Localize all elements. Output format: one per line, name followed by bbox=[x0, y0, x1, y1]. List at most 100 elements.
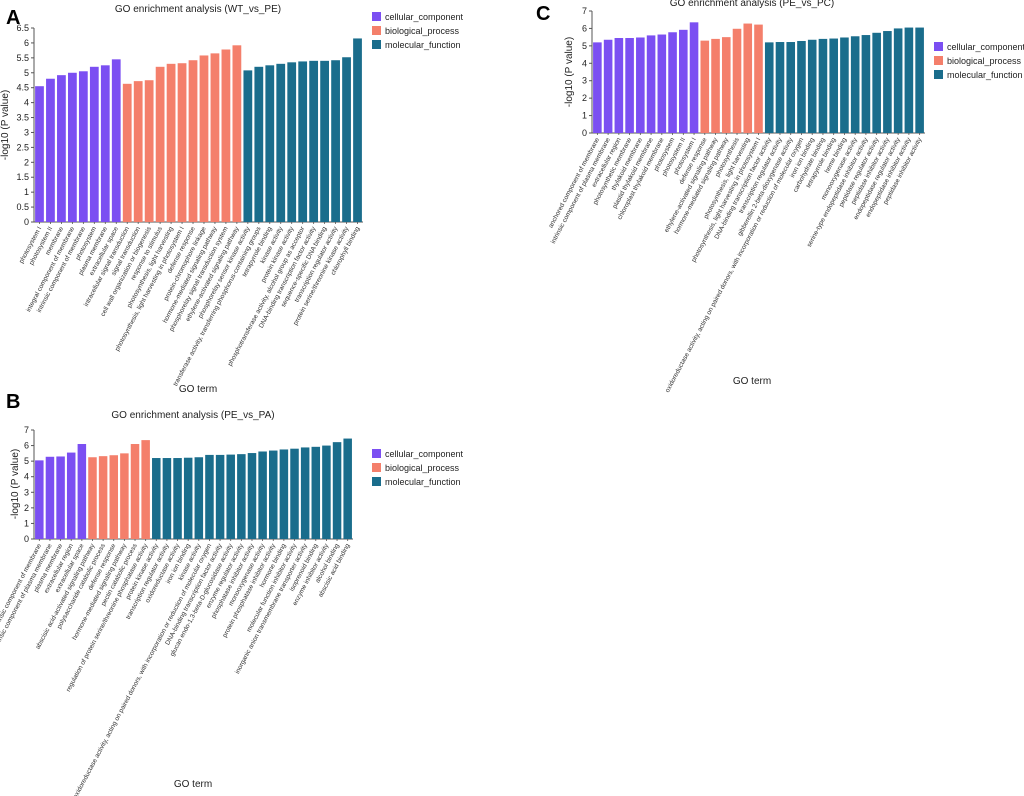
x-axis-label: GO term bbox=[174, 779, 212, 790]
y-tick-label: 5 bbox=[582, 41, 587, 51]
bar-defense-response bbox=[109, 455, 119, 539]
bar-transcription-regulator-activity bbox=[162, 458, 172, 539]
bar-extracellular-space bbox=[111, 59, 121, 223]
bar-signal-transduction bbox=[133, 81, 143, 222]
bar-defense-response bbox=[700, 40, 710, 133]
bar-transcription-regulator-activity bbox=[331, 60, 340, 223]
bar-plastid-thylakoid-membrane bbox=[646, 35, 656, 133]
bar-photosystem-i bbox=[689, 22, 699, 133]
legend-label-molecular-function: molecular_function bbox=[947, 70, 1023, 80]
chart-title: GO enrichment analysis (PE_vs_PA) bbox=[111, 410, 274, 421]
bar-photosynthesis-light-harvesting-in-photosystem-i bbox=[754, 24, 763, 134]
legend-swatch-cellular-component bbox=[372, 449, 381, 458]
bar-extracellular-region bbox=[66, 452, 76, 539]
y-tick-label: 6 bbox=[582, 23, 587, 33]
bar-heme-binding bbox=[840, 37, 849, 133]
bar-extracellular-region bbox=[614, 38, 624, 134]
y-tick-label: 7 bbox=[582, 6, 587, 16]
bar-serine-type-endopeptidase-inhibitor-activity bbox=[861, 35, 871, 133]
bar-sequence-specific-dna-binding bbox=[320, 60, 329, 222]
bar-photosynthesis-light-harvesting bbox=[166, 63, 176, 222]
legend-label-biological-process: biological_process bbox=[385, 463, 460, 473]
y-tick-label: 3.5 bbox=[16, 113, 29, 123]
y-tick-label: 4 bbox=[24, 98, 29, 108]
bar-photosynthesis bbox=[732, 28, 742, 134]
bar-membrane bbox=[57, 75, 66, 222]
legend-swatch-biological-process bbox=[934, 56, 943, 65]
y-tick-label: 4.5 bbox=[16, 83, 29, 93]
y-tick-label: 5.5 bbox=[16, 53, 29, 63]
bar-dna-binding-transcription-factor-activity bbox=[764, 42, 774, 134]
bar-protein-kinase-activity bbox=[152, 458, 161, 539]
bar-extracellular-space bbox=[77, 444, 87, 539]
bar-regulation-of-protein-serine-threonine-phosphatase-activity bbox=[141, 440, 150, 539]
bar-peptidase-regulator-activity bbox=[872, 32, 881, 133]
y-tick-label: 1.5 bbox=[16, 172, 29, 182]
bar-tetrapyrrole-binding bbox=[829, 38, 838, 133]
bar-hormone-mediated-signaling-pathway bbox=[120, 453, 129, 539]
bar-endopeptidase-regulator-activity bbox=[893, 28, 903, 133]
bar-phosphotransferase-activity-alcohol-group-as-acceptor bbox=[298, 61, 308, 223]
panel-letter: A bbox=[6, 7, 20, 29]
x-axis-label: GO term bbox=[733, 376, 771, 387]
bar-photosystem-i bbox=[35, 86, 44, 222]
bar-chloroplast-thylakoid-membrane bbox=[657, 34, 667, 133]
panel-c: C GO enrichment analysis (PE_vs_PC) 0 1 2 3 4 5… bbox=[536, 0, 1024, 394]
y-tick-label: 5 bbox=[24, 456, 29, 466]
bar-protein-chromophore-linkage bbox=[199, 55, 209, 223]
x-axis-label: GO term bbox=[179, 384, 217, 395]
y-tick-label: 1 bbox=[24, 518, 29, 528]
legend-label-biological-process: biological_process bbox=[385, 26, 460, 36]
legend-swatch-molecular-function bbox=[934, 70, 943, 79]
bar-abscisic-acid-activated-signaling-pathway bbox=[88, 457, 97, 539]
y-tick-label: 6 bbox=[24, 441, 29, 451]
bar-integral-component-of-membrane bbox=[68, 72, 77, 223]
bar-inorganic-anion-transmembrane-transporter-activity bbox=[300, 447, 310, 539]
bar-iron-ion-binding bbox=[807, 39, 817, 134]
bar-intrinsic-component-of-plasma-membrane bbox=[45, 456, 55, 539]
y-axis-label: -log10 (P value) bbox=[10, 449, 21, 519]
bar-oxidoreductase-activity bbox=[173, 458, 182, 539]
y-axis-label: -log10 (P value) bbox=[0, 90, 11, 160]
legend-swatch-biological-process bbox=[372, 463, 381, 472]
bar-kinase-activity bbox=[194, 457, 204, 539]
bar-alcohol-binding bbox=[332, 442, 342, 539]
bar-ethylene-activated-signaling-pathway bbox=[232, 45, 242, 223]
legend-swatch-molecular-function bbox=[372, 477, 381, 486]
bar-dna-binding-transcription-factor-activity bbox=[309, 60, 319, 222]
bar-protein-serine-threonine-kinase-activity bbox=[342, 57, 351, 222]
bar-iron-ion-binding bbox=[183, 457, 193, 539]
bar-plasma-membrane bbox=[100, 65, 110, 222]
chart-title: GO enrichment analysis (PE_vs_PC) bbox=[670, 0, 835, 9]
bar-photosynthesis-light-harvesting bbox=[743, 23, 753, 133]
bar-abscisic-acid-binding bbox=[343, 438, 352, 539]
bar-chlorophyll-binding bbox=[353, 38, 362, 223]
bar-tetrapyrrole-binding bbox=[265, 65, 275, 222]
y-tick-label: 3 bbox=[582, 76, 587, 86]
bar-plasma-membrane bbox=[56, 456, 65, 539]
bar-molecular-function-inhibitor-activity bbox=[290, 448, 299, 539]
y-tick-label: 2 bbox=[24, 503, 29, 513]
bar-oxidoreductase-activity-acting-on-paired-donors-with-incorporation-or-reduction-of-molecular-oxygen bbox=[205, 454, 214, 539]
legend-swatch-cellular-component bbox=[934, 42, 943, 51]
bar-photosystem bbox=[89, 66, 99, 222]
bar-dna-binding-transcription-factor-activity bbox=[215, 454, 225, 539]
y-tick-label: 6.5 bbox=[16, 23, 29, 33]
bar-phosphatase-inhibitor-activity bbox=[247, 453, 257, 539]
bar-glucan-endo-1-3-beta-d-glucosidase-activity bbox=[226, 454, 235, 539]
chart-title: GO enrichment analysis (WT_vs_PE) bbox=[115, 4, 281, 15]
legend-label-cellular-component: cellular_component bbox=[385, 12, 464, 22]
y-axis-label: -log10 (P value) bbox=[564, 37, 575, 107]
y-tick-label: 4 bbox=[582, 58, 587, 68]
y-tick-label: 1 bbox=[582, 111, 587, 121]
bar-response-to-stimulus bbox=[155, 66, 165, 222]
bar-hormone-binding bbox=[279, 449, 289, 539]
bar-hormone-mediated-signaling-pathway bbox=[210, 53, 220, 223]
y-tick-label: 2.5 bbox=[16, 142, 29, 152]
panel-letter: B bbox=[6, 391, 20, 413]
y-tick-label: 0 bbox=[24, 217, 29, 227]
bar-intrinsic-component-of-membrane bbox=[78, 71, 88, 222]
bar-monooxygenase-activity bbox=[850, 36, 860, 133]
panel-letter: C bbox=[536, 3, 550, 25]
